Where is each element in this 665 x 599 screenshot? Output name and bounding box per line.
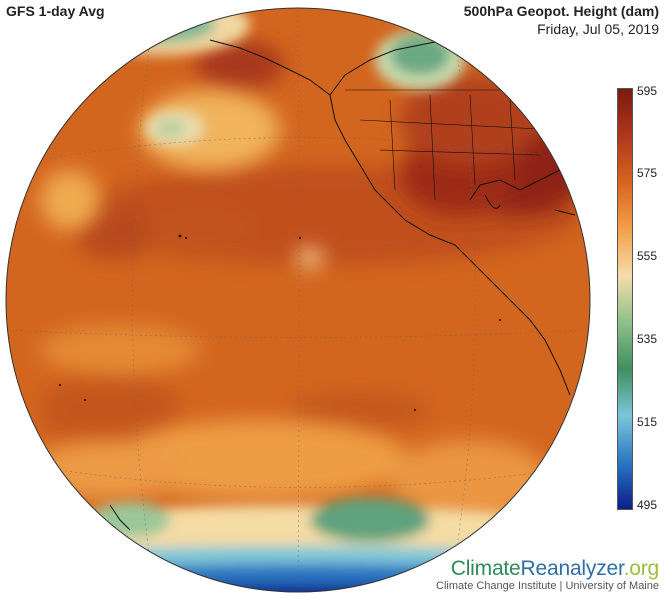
colorbar-tick: 495 (637, 498, 658, 512)
brand-subtitle: Climate Change Institute | University of… (436, 580, 659, 592)
map-header: 500hPa Geopot. Height (dam) Friday, Jul … (464, 3, 659, 37)
date-label: Friday, Jul 05, 2019 (537, 21, 659, 37)
islands (59, 234, 501, 411)
colorbar-tick: 515 (637, 415, 658, 429)
colorbar-tick: 555 (637, 249, 658, 263)
colorbar (617, 88, 633, 510)
colorbar-tick: 595 (637, 84, 658, 98)
coastlines (109, 39, 576, 531)
colorbar-tick: 575 (637, 166, 658, 180)
brand-name: ClimateReanalyzer.org (450, 557, 659, 580)
variable-title: 500hPa Geopot. Height (dam) (463, 3, 659, 19)
map-source-title: GFS 1-day Avg (6, 3, 105, 19)
graticule-lines (9, 9, 587, 591)
brand-logo[interactable]: ClimateReanalyzer.org Climate Change Ins… (436, 557, 659, 592)
colorbar-tick: 535 (637, 332, 658, 346)
globe-outline (5, 7, 591, 593)
